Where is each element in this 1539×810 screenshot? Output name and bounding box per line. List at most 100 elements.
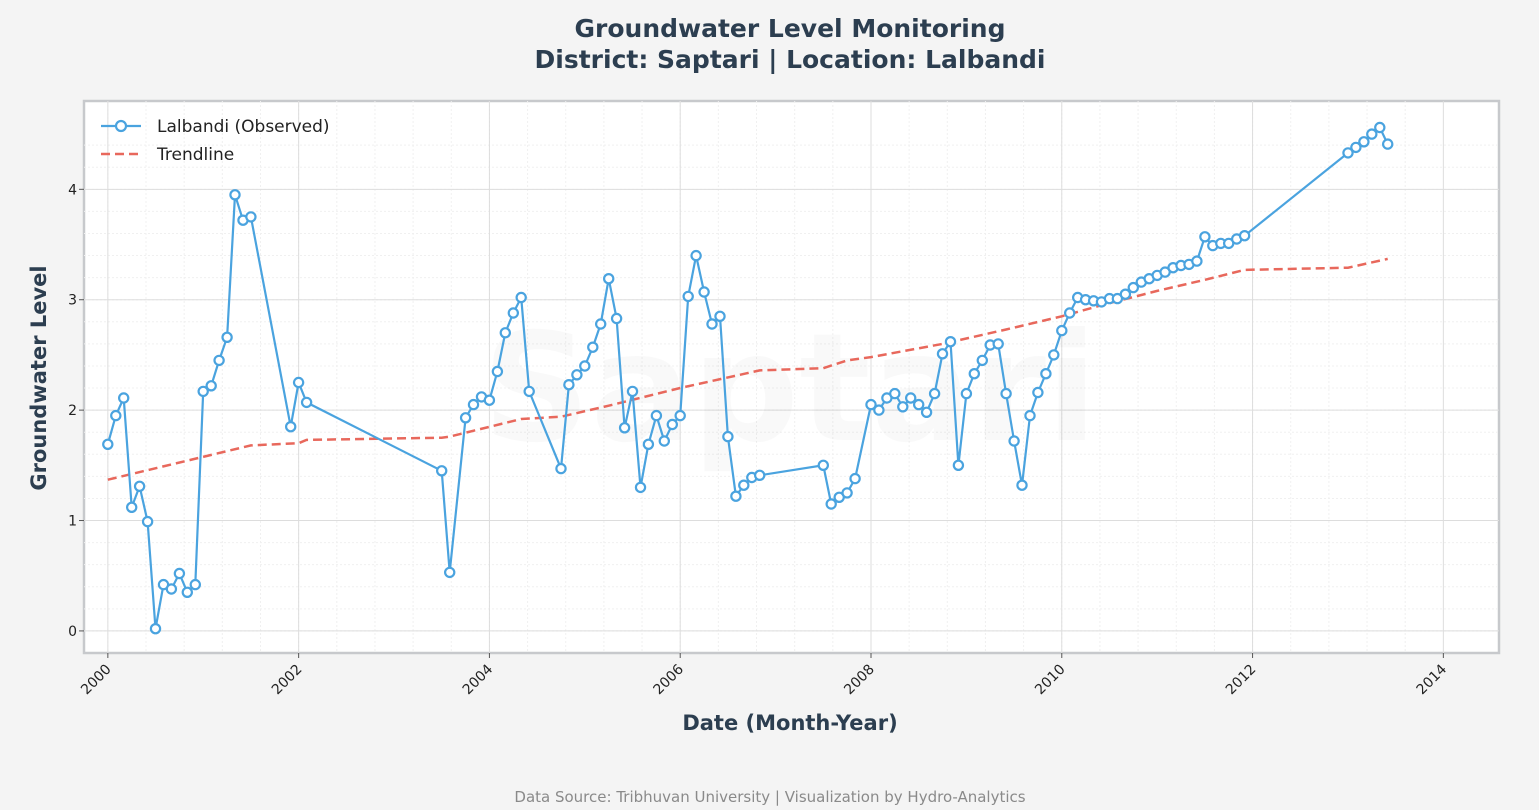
observed-point bbox=[650, 409, 663, 422]
x-tick-label: 2014 bbox=[1414, 661, 1451, 698]
observed-point bbox=[992, 338, 1004, 350]
observed-point bbox=[666, 418, 679, 431]
observed-point bbox=[205, 380, 217, 392]
observed-point bbox=[213, 354, 225, 367]
observed-point bbox=[1127, 281, 1140, 294]
observed-point bbox=[1040, 368, 1052, 380]
x-tick-label: 2002 bbox=[269, 662, 306, 699]
observed-point bbox=[555, 462, 567, 475]
observed-point bbox=[459, 412, 472, 424]
observed-point bbox=[1381, 138, 1394, 150]
y-axis-label: Groundwater Level bbox=[27, 265, 51, 490]
legend-observed-label: Lalbandi (Observed) bbox=[157, 117, 330, 137]
x-tick-label: 2010 bbox=[1032, 662, 1069, 699]
observed-point bbox=[444, 566, 456, 579]
observed-point bbox=[571, 369, 583, 381]
y-tick-label: 0 bbox=[68, 624, 77, 640]
observed-point bbox=[1016, 479, 1028, 491]
observed-point bbox=[149, 623, 162, 635]
y-axis-ticks: 0 1 2 3 4 bbox=[68, 182, 84, 640]
observed-point bbox=[1199, 231, 1211, 243]
observed-point bbox=[682, 290, 694, 303]
observed-point bbox=[1024, 409, 1036, 422]
observed-point bbox=[944, 336, 957, 348]
observed-point bbox=[1056, 324, 1068, 337]
observed-point bbox=[483, 394, 496, 406]
observed-point bbox=[603, 273, 615, 285]
observed-point bbox=[1048, 349, 1060, 361]
plot-area bbox=[82, 99, 1501, 655]
x-axis-ticks: 2000 2002 2004 2006 2008 2010 2012 2014 bbox=[78, 653, 1450, 698]
observed-point bbox=[197, 385, 209, 398]
observed-point bbox=[634, 481, 647, 494]
observed-point bbox=[102, 438, 114, 450]
y-tick-label: 2 bbox=[68, 403, 77, 419]
observed-point bbox=[825, 498, 837, 510]
observed-point bbox=[722, 430, 734, 443]
observed-point bbox=[841, 487, 853, 499]
observed-point bbox=[189, 578, 201, 591]
observed-point bbox=[1063, 307, 1076, 319]
observed-point bbox=[897, 401, 909, 413]
observed-point bbox=[714, 310, 726, 322]
observed-point bbox=[1358, 136, 1370, 148]
observed-point bbox=[292, 376, 305, 389]
observed-point bbox=[1008, 435, 1020, 447]
observed-point bbox=[1238, 229, 1251, 242]
x-tick-label: 2006 bbox=[651, 661, 688, 698]
observed-point bbox=[579, 360, 591, 372]
observed-point bbox=[507, 307, 519, 319]
observed-point bbox=[1374, 121, 1386, 134]
observed-point bbox=[285, 421, 297, 433]
observed-point bbox=[1366, 128, 1378, 140]
observed-point bbox=[229, 189, 241, 201]
observed-point bbox=[563, 379, 575, 391]
observed-point bbox=[960, 387, 973, 400]
observed-point bbox=[968, 368, 981, 380]
observed-point bbox=[467, 398, 480, 411]
observed-point bbox=[523, 385, 535, 398]
legend-trend-label: Trendline bbox=[156, 145, 234, 165]
observed-point bbox=[165, 583, 178, 595]
observed-point bbox=[1350, 141, 1362, 154]
observed-point bbox=[738, 479, 750, 491]
observed-point bbox=[618, 422, 631, 434]
observed-point bbox=[889, 387, 901, 400]
observed-point bbox=[626, 385, 639, 398]
observed-point bbox=[125, 501, 138, 513]
observed-point bbox=[1119, 288, 1132, 300]
observed-point bbox=[706, 318, 718, 330]
observed-point bbox=[1000, 387, 1012, 400]
y-tick-label: 3 bbox=[68, 293, 77, 309]
observed-point bbox=[1032, 386, 1044, 399]
chart-title-line2: District: Saptari | Location: Lalbandi bbox=[535, 45, 1046, 74]
observed-point bbox=[817, 459, 830, 471]
x-tick-label: 2012 bbox=[1223, 662, 1260, 699]
observed-point bbox=[610, 312, 623, 325]
x-tick-label: 2008 bbox=[841, 662, 878, 699]
observed-point bbox=[698, 286, 710, 298]
legend-observed-marker bbox=[114, 119, 128, 133]
observed-point bbox=[436, 465, 448, 477]
observed-point bbox=[173, 567, 186, 580]
observed-point bbox=[245, 211, 257, 223]
observed-point bbox=[1191, 255, 1203, 267]
observed-point bbox=[642, 438, 655, 450]
observed-point bbox=[595, 318, 607, 330]
legend: Lalbandi (Observed) Trendline bbox=[101, 117, 330, 165]
observed-point bbox=[658, 435, 671, 447]
observed-point bbox=[491, 365, 504, 378]
observed-point bbox=[920, 406, 933, 418]
observed-point bbox=[730, 490, 742, 502]
chart-title-line1: Groundwater Level Monitoring bbox=[575, 14, 1006, 43]
observed-point bbox=[952, 459, 965, 471]
observed-point bbox=[141, 515, 154, 528]
observed-point bbox=[221, 331, 233, 343]
observed-point bbox=[133, 480, 146, 492]
observed-point bbox=[873, 404, 885, 416]
observed-point bbox=[936, 348, 949, 360]
observed-point bbox=[181, 586, 193, 599]
observed-point bbox=[865, 398, 877, 411]
